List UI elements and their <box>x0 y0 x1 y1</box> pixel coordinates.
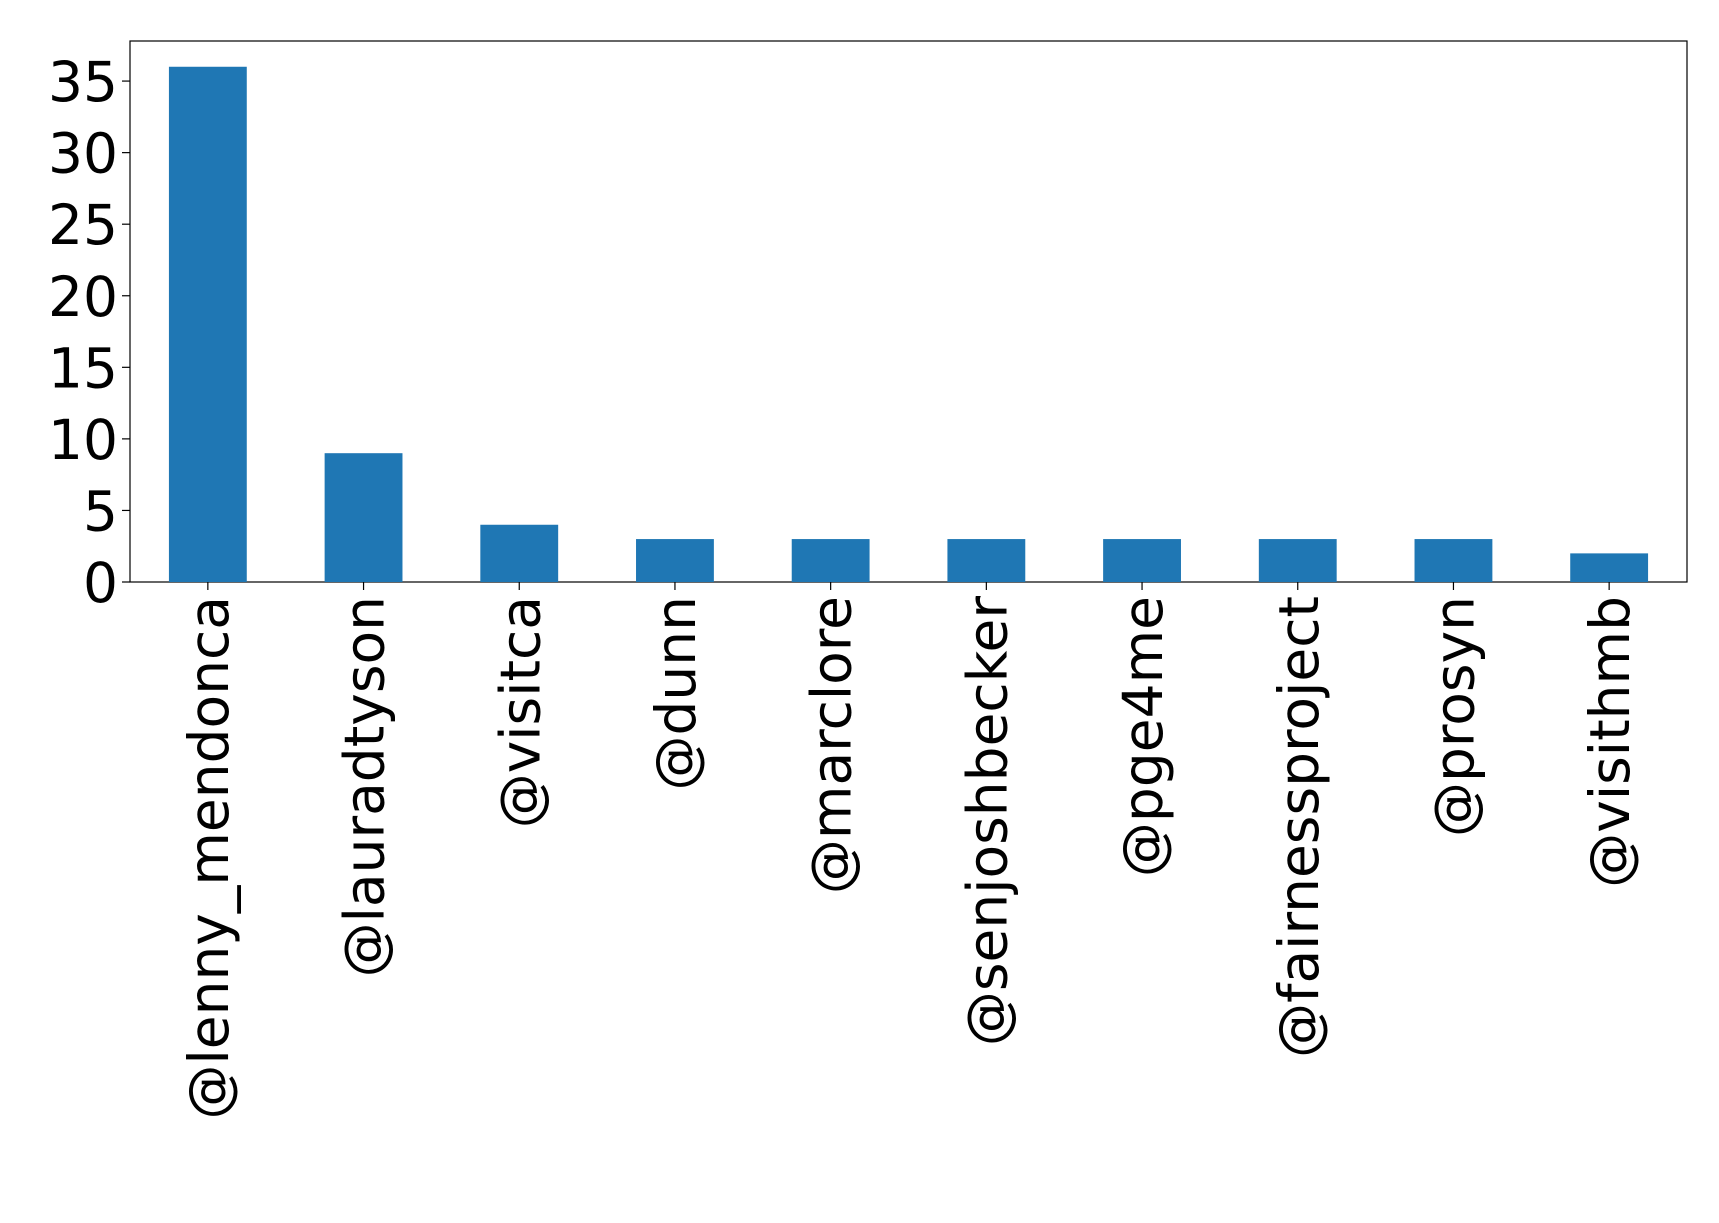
y-tick-label: 25 <box>48 193 118 257</box>
y-tick-label: 5 <box>83 479 118 543</box>
x-tick-label: @dunn <box>644 596 708 791</box>
x-tick-label: @visithmb <box>1578 596 1642 888</box>
y-tick-label: 15 <box>48 336 118 400</box>
x-tick-label: @prosyn <box>1422 596 1486 837</box>
y-tick-label: 10 <box>48 408 118 472</box>
y-tick-label: 20 <box>48 265 118 329</box>
x-tick-label: @marclore <box>800 596 864 894</box>
x-tick-label: @senjoshbecker <box>955 596 1019 1047</box>
x-tick-label: @lenny_mendonca <box>177 596 241 1120</box>
bar <box>947 539 1026 582</box>
bar <box>168 66 247 582</box>
bar <box>1414 539 1493 582</box>
plot-frame <box>129 40 1688 583</box>
y-tick-label: 30 <box>48 122 118 186</box>
bar <box>636 539 714 582</box>
bar <box>791 539 870 582</box>
x-tick-label: @fairnessproject <box>1267 596 1331 1058</box>
bar <box>1570 553 1649 582</box>
x-tick-label: @pge4me <box>1111 596 1175 877</box>
bar <box>1103 539 1181 582</box>
y-tick-label: 0 <box>83 551 118 615</box>
bar <box>324 453 403 582</box>
x-tick-label: @visitca <box>488 596 552 828</box>
x-tick-label: @lauradtyson <box>333 596 397 977</box>
y-tick-label: 35 <box>48 50 118 114</box>
bar <box>480 524 559 582</box>
bar <box>1258 539 1337 582</box>
